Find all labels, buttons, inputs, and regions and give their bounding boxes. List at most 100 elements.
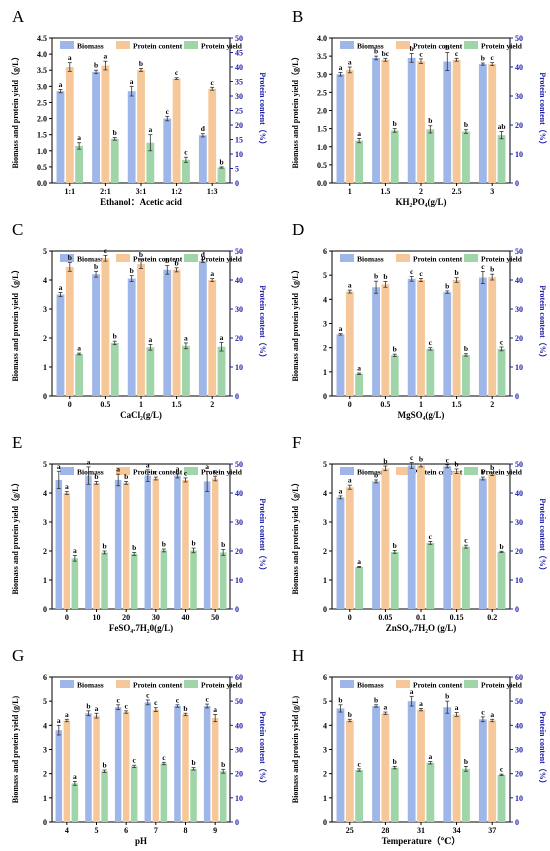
y2-axis-label: Protein content（%）: [258, 72, 268, 149]
bar: [372, 481, 380, 609]
bar: [114, 707, 122, 822]
significance-letter: b: [68, 253, 72, 262]
x-tick-label: 2: [210, 400, 214, 409]
y-tick-label: 3.5: [37, 66, 47, 75]
x-tick-label: 31: [417, 826, 425, 835]
bar: [372, 287, 380, 396]
legend-swatch: [60, 680, 74, 688]
significance-letter: b: [499, 542, 503, 551]
bar: [417, 465, 425, 609]
bar: [497, 774, 506, 822]
significance-letter: b: [464, 120, 468, 129]
significance-letter: b: [338, 695, 342, 704]
bar: [190, 768, 197, 822]
x-axis-label: CaCl₂(g/L): [120, 410, 162, 420]
bar: [345, 291, 354, 396]
bar: [417, 709, 425, 822]
significance-letter: c: [464, 536, 468, 545]
legend-swatch: [184, 254, 198, 262]
bar: [144, 702, 152, 822]
significance-letter: b: [445, 692, 449, 701]
significance-letter: b: [113, 128, 117, 137]
legend-label: Protein yield: [201, 468, 243, 477]
significance-letter: b: [219, 157, 223, 166]
y2-tick-label: 40: [515, 63, 523, 72]
legend-swatch: [464, 467, 478, 475]
significance-letter: a: [148, 335, 152, 344]
panel-a: A Biomass Protein content Protein yield 0.0 0…: [10, 7, 268, 207]
significance-letter: a: [348, 476, 352, 485]
x-tick-label: 1.5: [172, 400, 182, 409]
y2-tick-label: 40: [515, 721, 523, 730]
bar: [355, 373, 364, 396]
panel-label: C: [12, 220, 23, 239]
y-tick-label: 2: [43, 770, 47, 779]
x-tick-label: 2: [490, 400, 494, 409]
significance-letter: a: [455, 703, 459, 712]
plot-frame: [51, 463, 231, 610]
bar: [336, 74, 345, 183]
y2-tick-label: 30: [235, 746, 243, 755]
y-tick-label: 1.5: [37, 131, 47, 140]
x-tick-label: 0.2: [487, 613, 497, 622]
bar: [56, 294, 65, 396]
x-tick-label: 0.15: [450, 613, 464, 622]
bar: [443, 466, 452, 609]
bar: [71, 783, 79, 822]
bar: [182, 159, 190, 183]
significance-letter: b: [490, 265, 494, 274]
bar: [56, 91, 65, 183]
legend-label: Biomass: [77, 255, 104, 264]
significance-letter: b: [132, 543, 136, 552]
significance-letter: a: [357, 557, 361, 566]
bar: [462, 354, 470, 396]
x-tick-label: 0.05: [378, 613, 392, 622]
bar: [336, 708, 345, 822]
x-tick-label: 50: [211, 613, 219, 622]
significance-letter: a: [213, 705, 217, 714]
significance-letter: a: [146, 460, 150, 469]
y-tick-label: 0: [323, 818, 327, 827]
bar: [462, 768, 470, 822]
legend-label: Biomass: [357, 468, 384, 477]
legend-label: Protein content: [413, 681, 463, 690]
panel-label: F: [292, 433, 301, 452]
bar: [198, 261, 207, 396]
x-axis-label: FeSO₄.7H₂0(g/L): [109, 623, 173, 633]
bar: [355, 566, 364, 609]
significance-letter: a: [339, 324, 343, 333]
y-tick-label: 2.0: [37, 115, 47, 124]
y2-tick-label: 60: [235, 673, 243, 682]
significance-letter: a: [130, 77, 134, 86]
significance-letter: a: [357, 364, 361, 373]
panel-c: C Biomass Protein content Protein yield 0 1 2 3…: [10, 220, 268, 420]
significance-letter: a: [77, 133, 81, 142]
y-tick-label: 5: [43, 460, 47, 469]
legend-swatch: [60, 467, 74, 475]
x-axis-label: ZnSO₄.7H₂O (g/L): [386, 623, 456, 633]
significance-letter: c: [154, 698, 158, 707]
x-tick-label: 1: [348, 187, 352, 196]
y2-tick-label: 50: [515, 697, 523, 706]
significance-letter: a: [65, 482, 69, 491]
bar: [336, 334, 345, 396]
y2-tick-label: 50: [235, 460, 243, 469]
y2-tick-label: 30: [515, 518, 523, 527]
significance-letter: c: [455, 49, 459, 58]
significance-letter: c: [429, 338, 433, 347]
y2-axis-label: Protein content（%）: [258, 711, 268, 788]
y-tick-label: 0.5: [317, 161, 327, 170]
y2-tick-label: 10: [515, 576, 523, 585]
significance-letter: c: [211, 78, 215, 87]
y2-tick-label: 30: [515, 305, 523, 314]
significance-letter: b: [139, 59, 143, 68]
bar: [407, 701, 416, 822]
y2-tick-label: 0: [235, 605, 239, 614]
significance-letter: b: [191, 539, 195, 548]
x-tick-label: 2.5: [452, 187, 462, 196]
significance-letter: b: [221, 540, 225, 549]
panel-d: D Biomass Protein content Protein yield 0 1 2 3…: [290, 220, 548, 420]
x-tick-label: 4: [65, 826, 69, 835]
y-tick-label: 4: [43, 276, 47, 285]
legend-swatch: [464, 254, 478, 262]
